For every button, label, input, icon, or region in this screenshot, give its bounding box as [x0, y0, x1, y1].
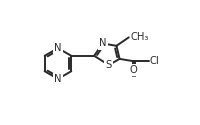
Text: N: N: [98, 38, 106, 48]
Text: N: N: [54, 74, 61, 84]
Text: S: S: [105, 60, 111, 70]
Text: N: N: [54, 43, 61, 53]
Text: CH₃: CH₃: [130, 32, 148, 42]
Text: O: O: [129, 65, 137, 75]
Text: Cl: Cl: [149, 56, 159, 66]
